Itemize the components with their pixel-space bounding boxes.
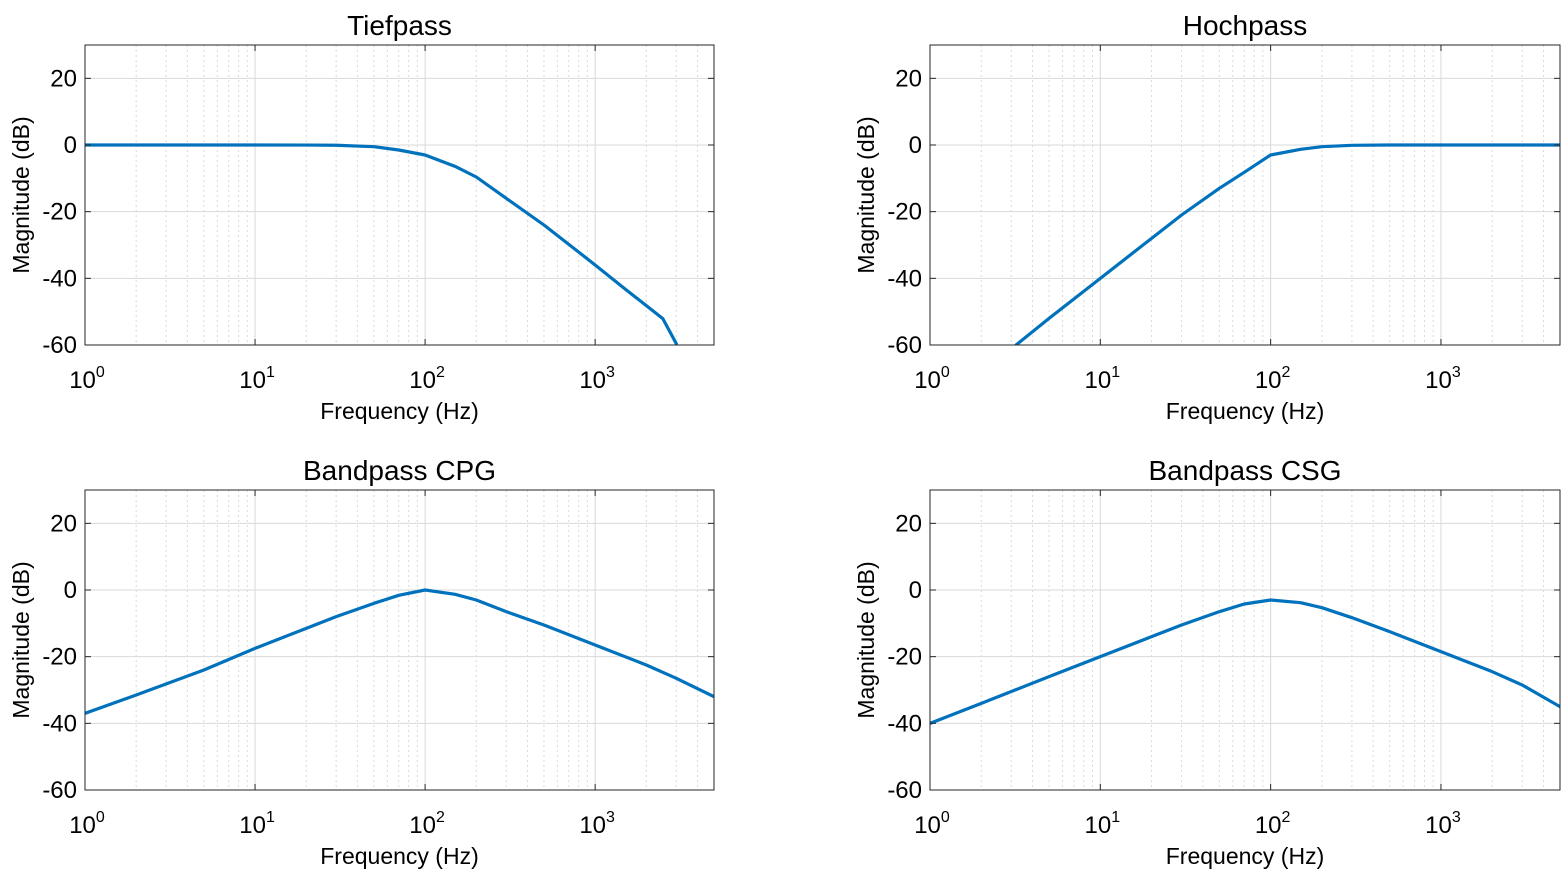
y-tick-label: 20 xyxy=(50,510,77,537)
x-tick-label: 100 xyxy=(914,364,950,394)
x-tick-label: 100 xyxy=(914,809,950,839)
y-tick-label: -20 xyxy=(42,199,77,226)
y-tick-label: -60 xyxy=(42,777,77,804)
y-tick-label: -40 xyxy=(42,710,77,737)
x-tick-label: 103 xyxy=(1425,809,1461,839)
y-tick-label: -60 xyxy=(42,332,77,359)
plot-area xyxy=(930,45,1560,345)
x-tick-label: 103 xyxy=(1425,364,1461,394)
x-tick-label: 101 xyxy=(1085,809,1121,839)
x-tick-label: 102 xyxy=(1255,364,1291,394)
axes-frame xyxy=(929,489,1561,791)
x-tick-label: 103 xyxy=(579,809,615,839)
series-line xyxy=(930,598,1560,725)
y-tick-label: -20 xyxy=(42,644,77,671)
axes-frame xyxy=(84,489,715,791)
subplot-1: -60 -40 -20 0 20 100 101 102 103 Tiefpass Frequenc… xyxy=(8,10,715,424)
y-tick-label: 20 xyxy=(895,510,922,537)
chart-title: Bandpass CPG xyxy=(303,455,496,486)
y-tick-label: 0 xyxy=(64,577,77,604)
chart-title: Bandpass CSG xyxy=(1149,455,1342,486)
plot-area xyxy=(930,490,1560,790)
x-axis-label: Frequency (Hz) xyxy=(320,843,478,869)
y-axis-label: Magnitude (dB) xyxy=(853,561,879,718)
plot-area xyxy=(85,490,714,790)
y-tick-label: 0 xyxy=(64,132,77,159)
chart-title: Tiefpass xyxy=(347,10,452,41)
chart-title: Hochpass xyxy=(1183,10,1308,41)
y-axis-label: Magnitude (dB) xyxy=(8,116,34,273)
plot-area xyxy=(85,45,714,345)
series-line xyxy=(85,588,714,715)
x-axis-label: Frequency (Hz) xyxy=(1166,398,1324,424)
x-tick-label: 101 xyxy=(1085,364,1121,394)
x-tick-label: 102 xyxy=(409,809,445,839)
subplot-2: -60 -40 -20 0 20 100 101 102 103 Hochpass Frequenc… xyxy=(853,10,1561,424)
axes-frame xyxy=(929,44,1561,346)
x-tick-label: 100 xyxy=(69,364,105,394)
y-tick-label: -60 xyxy=(887,777,922,804)
series-line xyxy=(1014,143,1560,345)
subplot-4: -60 -40 -20 0 20 100 101 102 103 Bandpass CSG Freq… xyxy=(853,455,1561,869)
x-tick-label: 102 xyxy=(409,364,445,394)
series-line xyxy=(85,143,678,345)
y-tick-label: -20 xyxy=(887,644,922,671)
y-axis-label: Magnitude (dB) xyxy=(853,116,879,273)
x-tick-label: 102 xyxy=(1255,809,1291,839)
subplot-3: -60 -40 -20 0 20 100 101 102 103 Bandpass CPG Freq… xyxy=(8,455,715,869)
y-tick-label: -60 xyxy=(887,332,922,359)
y-tick-label: -40 xyxy=(887,265,922,292)
x-tick-label: 103 xyxy=(579,364,615,394)
x-tick-label: 101 xyxy=(239,809,275,839)
axes-frame xyxy=(84,44,715,346)
y-tick-label: -20 xyxy=(887,199,922,226)
x-tick-label: 100 xyxy=(69,809,105,839)
x-tick-label: 101 xyxy=(239,364,275,394)
x-axis-label: Frequency (Hz) xyxy=(1166,843,1324,869)
y-tick-label: 20 xyxy=(895,65,922,92)
x-axis-label: Frequency (Hz) xyxy=(320,398,478,424)
y-tick-label: 20 xyxy=(50,65,77,92)
y-axis-label: Magnitude (dB) xyxy=(8,561,34,718)
y-tick-label: 0 xyxy=(909,132,922,159)
y-tick-label: -40 xyxy=(887,710,922,737)
y-tick-label: -40 xyxy=(42,265,77,292)
y-tick-label: 0 xyxy=(909,577,922,604)
